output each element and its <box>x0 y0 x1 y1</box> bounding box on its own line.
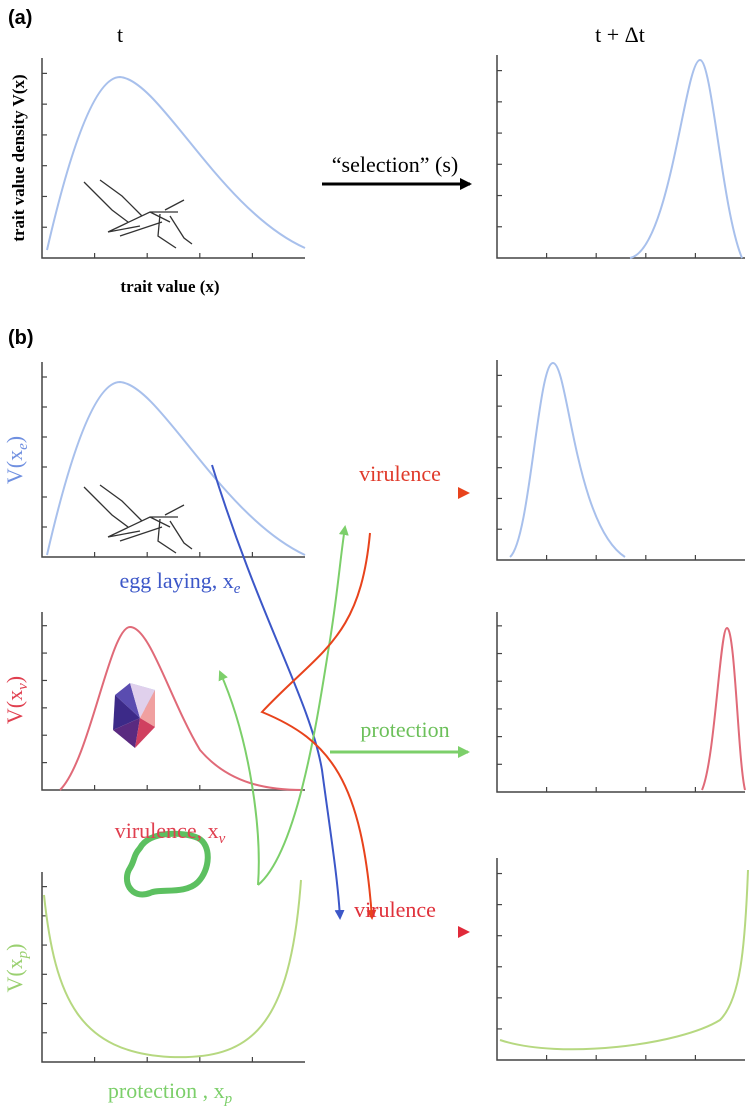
axis-frame <box>41 58 305 259</box>
label-part: virulence, x <box>115 818 219 843</box>
y-axis-label: V(xp) <box>2 943 31 992</box>
mosquito-icon <box>83 179 193 249</box>
axes <box>41 55 745 1063</box>
label-part: ) <box>2 436 27 443</box>
arrow-label: virulence <box>359 461 441 486</box>
panel-label: (b) <box>8 327 34 349</box>
interaction-arrow <box>260 532 377 920</box>
arrow-label: “selection” (s) <box>332 152 458 177</box>
label-subscript: e <box>15 443 31 450</box>
x-axis-label: egg laying, xe <box>120 568 241 597</box>
axis-frame <box>41 872 305 1063</box>
label-subscript: v <box>219 831 226 847</box>
arrow-label: virulence <box>354 897 436 922</box>
density-curve <box>59 625 304 791</box>
axis-frame <box>496 360 745 561</box>
density-curve <box>629 58 743 259</box>
label-subscript: p <box>15 950 31 959</box>
y-axis-label: trait value density V(x) <box>9 74 28 241</box>
density-curve <box>509 361 626 558</box>
arrow-label: protection <box>360 717 449 742</box>
label-part: protection , x <box>108 1078 225 1103</box>
interaction-arrow <box>218 670 260 886</box>
label-part: V(x <box>2 690 27 724</box>
density-curve <box>43 879 302 1059</box>
row-labels: V(xe)egg laying, xeV(xv)virulence, xvV(x… <box>2 436 241 1107</box>
x-axis-label: protection , xp <box>108 1078 233 1107</box>
cell-icon <box>123 830 211 898</box>
density-curve <box>46 75 306 251</box>
density-curve <box>46 380 306 556</box>
axis-frame <box>41 612 305 791</box>
label-part: V(x <box>2 450 27 484</box>
density-curve <box>701 626 746 791</box>
x-axis-label: virulence, xv <box>115 818 226 847</box>
label-part: ) <box>2 676 27 683</box>
interaction-arrow <box>257 525 349 886</box>
y-axis-label: V(xv) <box>2 676 31 724</box>
mosquito-icon <box>83 484 193 554</box>
time-label: t + Δt <box>595 22 645 47</box>
time-label: t <box>117 22 123 47</box>
axis-frame <box>496 612 745 793</box>
label-part: egg laying, x <box>120 568 234 593</box>
interaction-arrow <box>211 464 345 920</box>
panel-label: (a) <box>8 7 32 29</box>
y-axis-label: V(xe) <box>2 436 31 484</box>
label-subscript: e <box>234 581 241 597</box>
x-axis-label: trait value (x) <box>120 277 219 296</box>
label-subscript: v <box>15 683 31 690</box>
axis-frame <box>41 362 305 558</box>
virus-icon <box>113 683 155 748</box>
axis-frame <box>496 858 745 1061</box>
label-part: V(x <box>2 958 27 992</box>
label-part: ) <box>2 943 27 950</box>
label-subscript: p <box>224 1091 233 1107</box>
axis-frame <box>496 55 745 259</box>
density-curve <box>499 869 749 1051</box>
